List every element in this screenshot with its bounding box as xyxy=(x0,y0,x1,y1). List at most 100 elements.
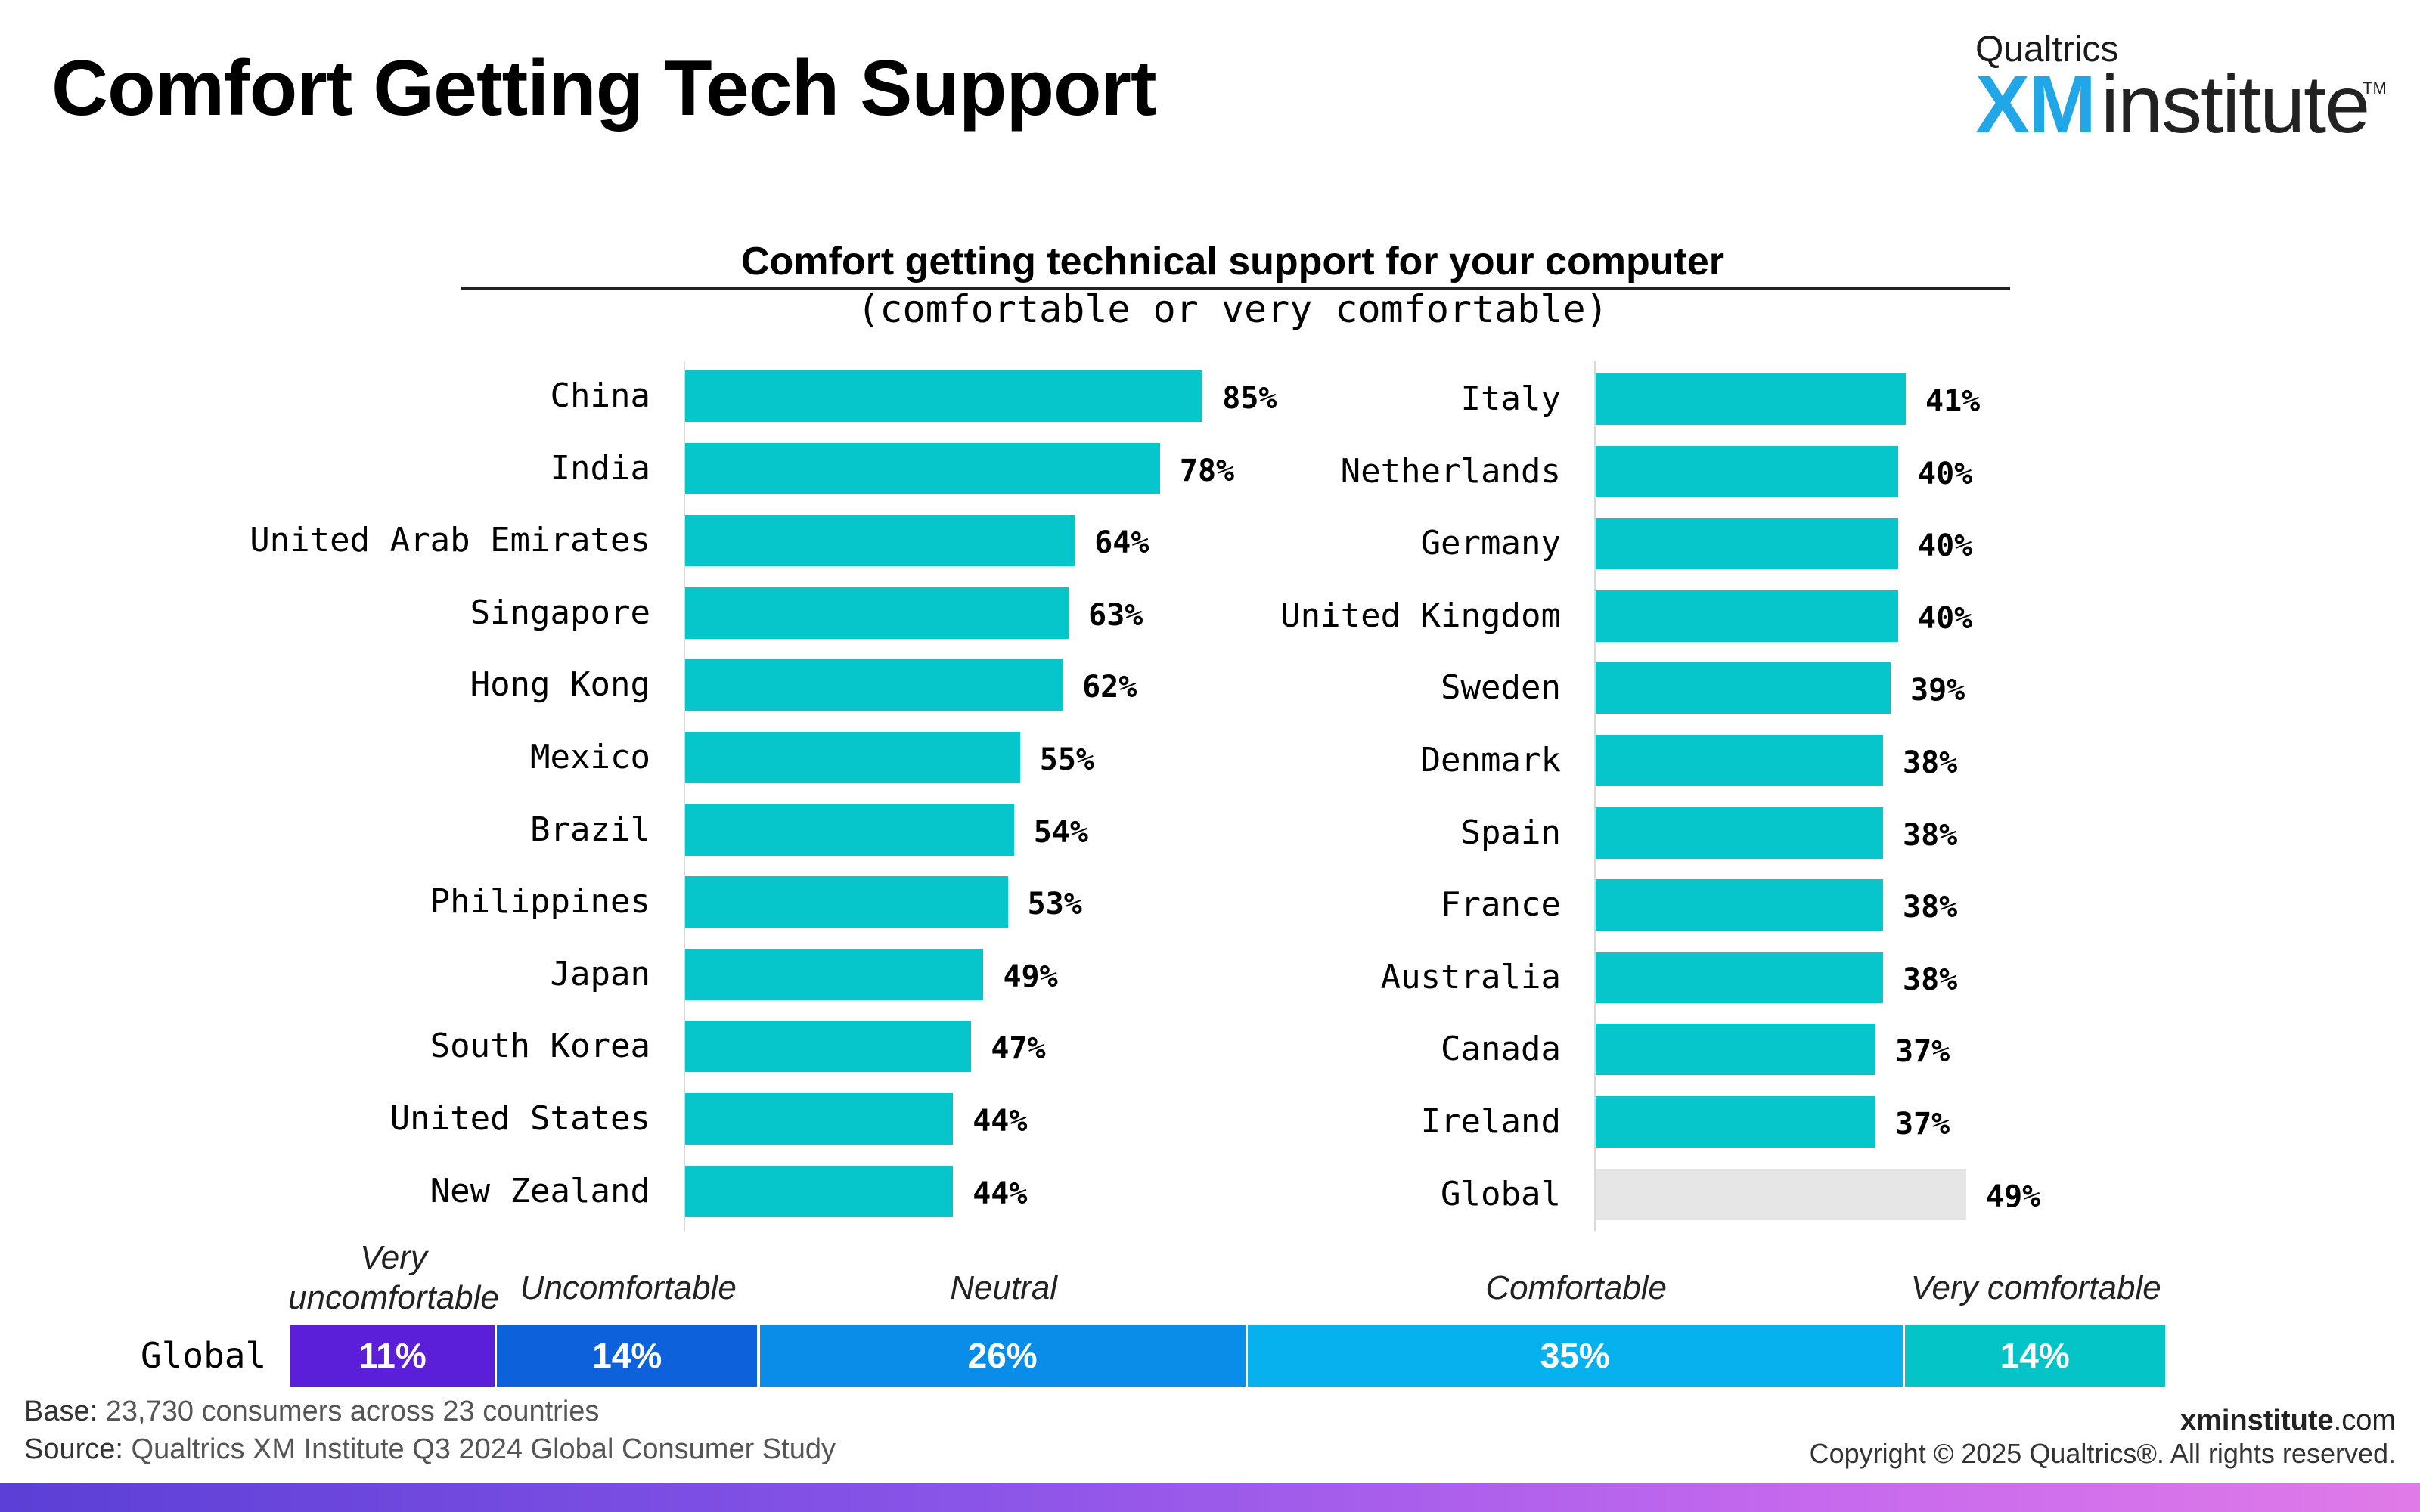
bar xyxy=(1596,590,1898,642)
data-label: 38% xyxy=(1903,817,1958,853)
footer-base-text: 23,730 consumers across 23 countries xyxy=(105,1396,600,1427)
footer-site-tld: .com xyxy=(2333,1405,2396,1436)
chart-title: Comfort getting technical support for yo… xyxy=(740,240,1725,284)
footer-website[interactable]: xminstitute.com xyxy=(2180,1405,2396,1437)
footer-base: Base: 23,730 consumers across 23 countri… xyxy=(24,1396,599,1428)
data-label: 85% xyxy=(1222,381,1277,416)
data-label: 53% xyxy=(1027,887,1082,922)
logo-xm-text: XM xyxy=(1975,58,2096,150)
chart-subtitle: (comfortable or very comfortable) xyxy=(857,287,1609,331)
logo-institute-text: institute xyxy=(2101,58,2370,150)
data-label: 49% xyxy=(1003,959,1058,994)
bar xyxy=(1596,1024,1876,1076)
data-label: 78% xyxy=(1179,453,1235,488)
category-label: United Kingdom xyxy=(1280,596,1561,635)
stacked-segment-label: Very comfortable xyxy=(1910,1269,2161,1306)
data-label: 40% xyxy=(1918,456,1973,491)
category-label: Brazil xyxy=(530,810,650,849)
bar xyxy=(685,804,1014,856)
stacked-segment: 14% xyxy=(497,1325,760,1387)
stacked-segment: 14% xyxy=(1904,1325,2167,1387)
footer-source-label: Source: xyxy=(24,1433,123,1465)
data-label: 37% xyxy=(1895,1034,1950,1070)
stacked-bar-category-label: Global xyxy=(141,1335,267,1376)
category-label: Singapore xyxy=(470,593,650,632)
bar xyxy=(685,587,1069,639)
footer-source-text: Qualtrics XM Institute Q3 2024 Global Co… xyxy=(131,1433,836,1465)
logo-trademark: TM xyxy=(2363,79,2387,98)
right-panel-axis xyxy=(1594,361,1596,1231)
bar xyxy=(685,659,1063,711)
category-label: Denmark xyxy=(1420,741,1561,779)
bar xyxy=(685,732,1020,783)
footer-source: Source: Qualtrics XM Institute Q3 2024 G… xyxy=(24,1433,836,1466)
stacked-segment-label: Comfortable xyxy=(1485,1269,1667,1306)
category-label: Sweden xyxy=(1441,668,1561,708)
stacked-segment-label-line: uncomfortable xyxy=(288,1278,499,1316)
data-label: 49% xyxy=(1986,1179,2041,1214)
bar xyxy=(685,515,1075,567)
category-label: Canada xyxy=(1441,1030,1561,1069)
category-label: Germany xyxy=(1420,524,1561,563)
data-label: 38% xyxy=(1903,745,1958,780)
category-label: United Arab Emirates xyxy=(250,521,650,560)
data-label: 41% xyxy=(1925,384,1981,419)
data-label: 37% xyxy=(1895,1107,1950,1142)
stacked-segment-label: Very uncomfortable xyxy=(228,1238,560,1318)
category-label: Philippines xyxy=(430,882,650,922)
stacked-segment-label-line: Very xyxy=(360,1239,427,1276)
data-label: 40% xyxy=(1918,600,1973,636)
category-label: India xyxy=(550,448,650,488)
stacked-segment-label: Neutral xyxy=(950,1269,1058,1306)
bar xyxy=(1596,445,1898,497)
data-label: 38% xyxy=(1903,962,1958,997)
stacked-segment: 11% xyxy=(290,1325,498,1387)
category-label: Spain xyxy=(1460,813,1561,852)
category-label: Italy xyxy=(1460,380,1561,418)
bar xyxy=(685,948,984,1000)
title-divider xyxy=(461,287,2010,290)
category-label: France xyxy=(1441,885,1561,925)
bar xyxy=(685,370,1203,422)
category-label: Hong Kong xyxy=(470,665,650,705)
bar-global xyxy=(1596,1168,1966,1220)
category-label: Netherlands xyxy=(1340,451,1561,491)
footer-copyright: Copyright © 2025 Qualtrics®. All rights … xyxy=(1809,1438,2396,1469)
stacked-segment: 26% xyxy=(759,1325,1248,1387)
bar xyxy=(1596,518,1898,570)
bar xyxy=(1596,951,1883,1003)
bar xyxy=(1596,662,1891,714)
category-label: Japan xyxy=(550,954,650,993)
bar xyxy=(685,442,1160,494)
data-label: 40% xyxy=(1918,528,1973,564)
bar xyxy=(1596,879,1883,931)
bottom-gradient-band xyxy=(0,1483,2420,1512)
data-label: 55% xyxy=(1039,742,1094,777)
data-label: 44% xyxy=(973,1104,1028,1139)
footer-base-label: Base: xyxy=(24,1396,98,1427)
category-label: Ireland xyxy=(1420,1102,1561,1141)
category-label: South Korea xyxy=(430,1027,650,1066)
bar xyxy=(1596,1096,1876,1148)
bar xyxy=(685,876,1008,928)
page-title: Comfort Getting Tech Support xyxy=(51,45,1157,132)
category-label: Global xyxy=(1441,1174,1561,1213)
bar xyxy=(1596,373,1906,425)
data-label: 62% xyxy=(1082,670,1137,705)
bar xyxy=(685,1165,954,1217)
stacked-segment-label: Uncomfortable xyxy=(520,1269,737,1306)
bar xyxy=(685,1021,972,1073)
data-label: 54% xyxy=(1033,814,1088,850)
category-label: Mexico xyxy=(530,738,650,776)
footer-site-name: xminstitute xyxy=(2180,1405,2334,1436)
category-label: Australia xyxy=(1380,957,1561,996)
bar xyxy=(685,1093,954,1145)
data-label: 44% xyxy=(973,1176,1028,1211)
data-label: 63% xyxy=(1088,597,1143,633)
bar xyxy=(1596,735,1883,786)
data-label: 38% xyxy=(1903,890,1958,925)
left-panel-axis xyxy=(684,361,685,1231)
data-label: 39% xyxy=(1910,673,1965,708)
data-label: 64% xyxy=(1094,525,1150,561)
category-label: United States xyxy=(389,1099,650,1138)
